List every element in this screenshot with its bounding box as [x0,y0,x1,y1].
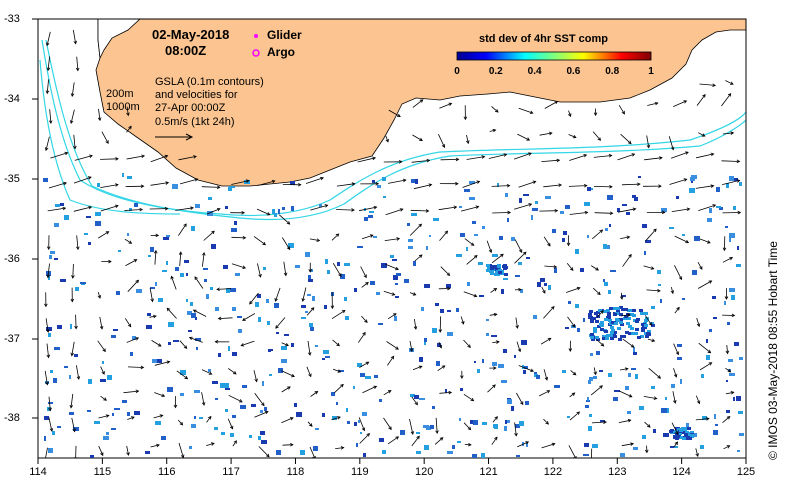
colorbar-tick-label: 0.2 [488,66,503,77]
x-tick-label: 124 [672,466,691,478]
glider-marker [254,34,258,38]
x-tick-label: 119 [351,466,369,478]
x-tick-label: 125 [736,466,756,478]
credit-label: © IMOS 03-May-2018 08:55 Hobart Time [766,241,780,460]
land-mass [95,19,746,187]
x-tick-label: 118 [286,466,305,478]
depth-1000-label: 1000m [106,101,140,113]
colorbar-tick-label: 0.4 [527,66,542,77]
colorbar-tick-label: 0 [454,66,460,77]
y-tick-label: -34 [4,93,20,105]
x-tick-label: 121 [479,466,498,478]
x-tick-label: 116 [157,466,176,478]
x-tick-label: 115 [93,466,112,478]
plot-frame [37,18,747,459]
y-tick-label: -33 [4,13,20,25]
time-label: 08:00Z [165,43,207,58]
land-notch [97,19,141,60]
axis-ticks [32,18,747,464]
argo-marker [252,49,260,57]
colorbar-tick-label: 0.8 [605,66,620,77]
sst-patches [43,173,744,458]
x-tick-label: 114 [29,466,47,478]
info-line-4: 0.5m/s (1kt 24h) [155,116,235,128]
y-tick-label: -37 [4,333,20,345]
x-tick-label: 117 [222,466,240,478]
colorbar-tick-label: 0.6 [566,66,581,77]
velocity-vectors [44,29,742,458]
y-tick-label: -36 [4,253,20,265]
isobaths [39,39,746,221]
colorbar [456,51,652,61]
info-line-3: 27-Apr 00:00Z [155,102,226,114]
y-tick-label: -35 [4,173,20,185]
depth-200-label: 200m [106,88,134,100]
colorbar-title: std dev of 4hr SST comp [479,33,608,45]
x-tick-label: 120 [414,466,434,478]
glider-legend-label: Glider [267,28,302,42]
info-line-2: and velocities for [155,89,238,101]
x-tick-label: 122 [543,466,563,478]
colorbar-tick-label: 1 [648,66,654,77]
x-tick-label: 123 [608,466,627,478]
scale-arrow [155,133,194,141]
argo-legend-label: Argo [267,45,295,59]
info-line-1: GSLA (0.1m contours) [155,76,264,88]
date-label: 02-May-2018 [152,27,230,42]
y-tick-label: -38 [4,412,20,424]
